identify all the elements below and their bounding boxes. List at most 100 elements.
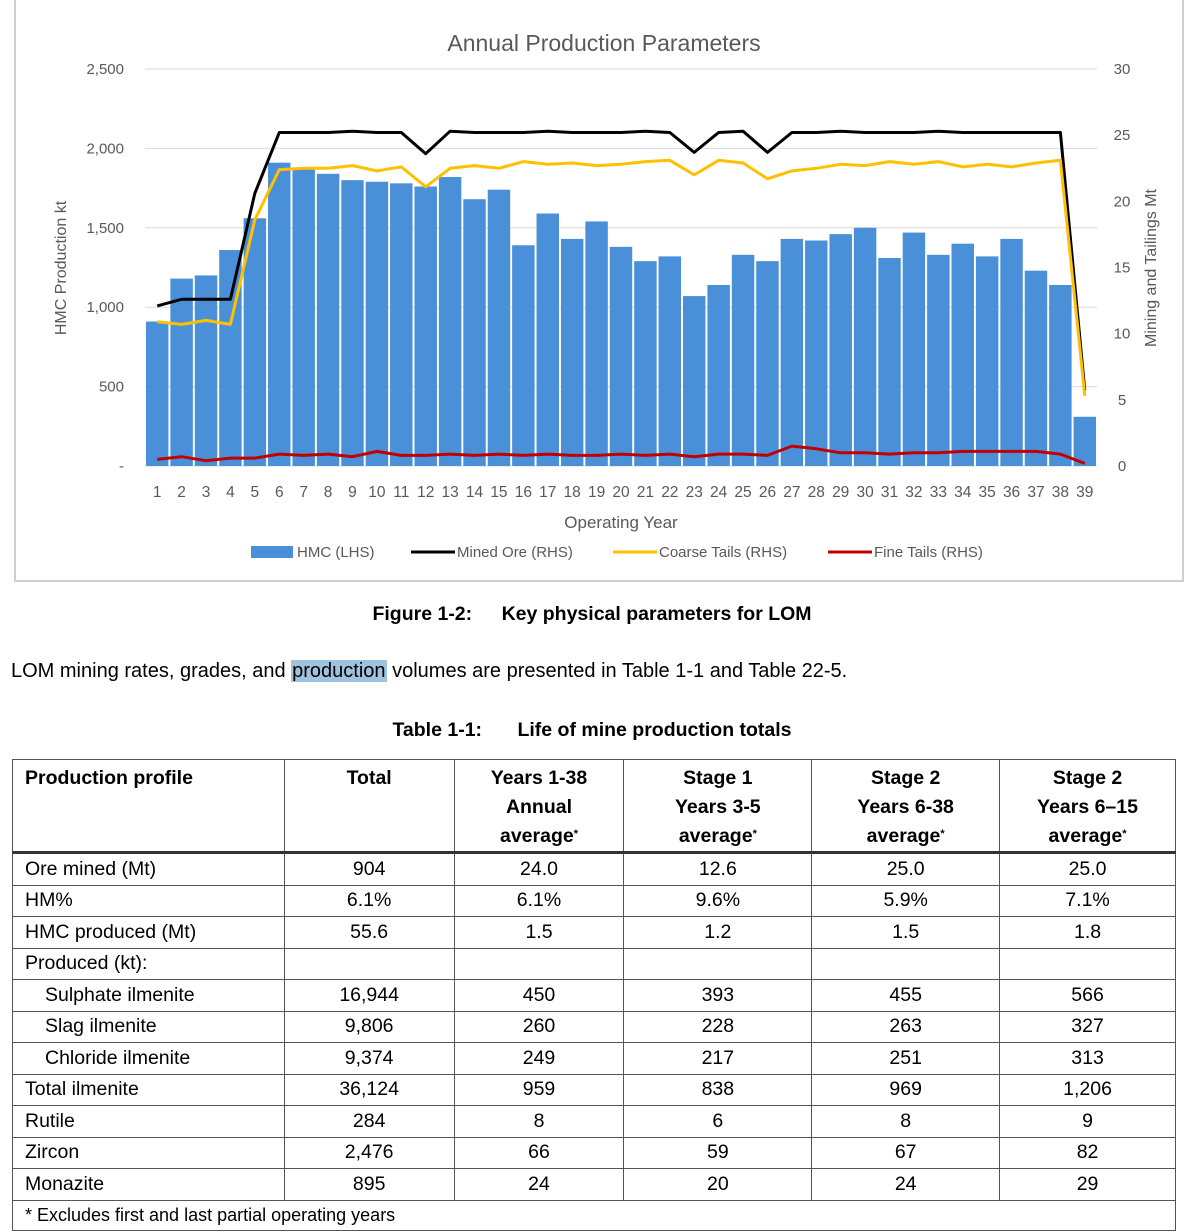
x-tick-label: 33 (930, 484, 947, 501)
annual-production-chart: Annual Production Parameters - 500 1,000 1,5… (53, 30, 1160, 561)
table-cell: 959 (453, 1073, 625, 1106)
table-row: HM% 6.1% 6.1% 9.6% 5.9% 7.1% (12, 884, 1176, 917)
hmc-bar (536, 213, 559, 466)
table-header-row: Production profile Total Years 1-38 Annual a… (12, 759, 1176, 853)
left-tick-label: 500 (99, 379, 124, 396)
table-cell: 6 (623, 1105, 813, 1138)
x-tick-label: 6 (275, 484, 284, 501)
table-cell: 20 (623, 1168, 813, 1201)
row-label: HM% (12, 884, 285, 917)
table-cell: 260 (453, 1010, 625, 1043)
x-tick-label: 2 (177, 484, 186, 501)
header-line: average (499, 825, 574, 847)
table-cell: 25.0 (811, 852, 1001, 886)
x-tick-label: 1 (153, 484, 162, 501)
hmc-bar (902, 232, 926, 466)
x-tick-label: 24 (710, 484, 728, 501)
hmc-bar (316, 173, 340, 467)
hmc-bar (560, 238, 584, 466)
x-tick-label: 31 (881, 484, 898, 501)
table-cell: 7.1% (999, 884, 1176, 917)
legend-label: Mined Ore (RHS) (457, 544, 573, 561)
x-tick-label: 14 (466, 484, 484, 501)
table-cell: 6.1% (453, 884, 625, 917)
paragraph-text-before: LOM mining rates, grades, and (11, 660, 292, 682)
table-cell: 24.0 (453, 852, 625, 886)
table-cell: 5.9% (811, 884, 1001, 917)
footnote-marker: * (940, 828, 945, 840)
table-row: Sulphate ilmenite 16,944 450 393 455 566 (12, 979, 1176, 1012)
hmc-bar (341, 180, 364, 466)
table-cell: 969 (811, 1073, 1001, 1106)
hmc-bar (951, 243, 974, 466)
row-label: Chloride ilmenite (12, 1042, 285, 1075)
table-cell: 313 (999, 1042, 1176, 1075)
fine-tails-line (157, 444, 1086, 465)
x-tick-label: 38 (1052, 484, 1069, 501)
body-paragraph: LOM mining rates, grades, and production… (11, 660, 847, 683)
x-tick-label: 28 (808, 484, 825, 501)
hmc-bar (878, 257, 901, 466)
table-cell: 1.5 (453, 916, 625, 949)
x-tick-label: 19 (588, 484, 605, 501)
y-axis-left-label: HMC Production kt (53, 200, 70, 335)
hmc-bar (1000, 238, 1023, 466)
table-cell: 1.2 (623, 916, 813, 949)
x-tick-label: 39 (1076, 484, 1093, 501)
y-axis-right-label: Mining and Tailings Mt (1143, 188, 1160, 347)
header-line: Stage 1 (683, 767, 753, 789)
coarse-tails-line (157, 158, 1087, 397)
table-cell: 12.6 (623, 852, 813, 886)
hmc-bar (707, 284, 730, 466)
hmc-bar (292, 169, 315, 466)
table-row: Chloride ilmenite 9,374 249 217 251 313 (12, 1042, 1176, 1075)
table-cell: 450 (453, 979, 625, 1012)
column-header: Production profile (12, 759, 285, 853)
column-header: Stage 1 Years 3-5 average* (623, 759, 813, 853)
table-cell: 82 (999, 1136, 1176, 1169)
table-cell: 16,944 (283, 979, 455, 1012)
table-cell (999, 947, 1176, 980)
x-tick-label: 27 (783, 484, 800, 501)
table-caption: Table 1-1: Life of mine production total… (0, 719, 1184, 742)
row-label: HMC produced (Mt) (12, 916, 285, 949)
right-tick-label: 30 (1114, 61, 1131, 78)
table-cell (811, 947, 1001, 980)
table-cell: 59 (623, 1136, 813, 1169)
table-cell: 217 (623, 1042, 813, 1075)
table-cell: 1,206 (999, 1073, 1176, 1106)
hmc-bar (683, 296, 706, 466)
table-footnote-row: * Excludes first and last partial operat… (12, 1199, 1176, 1231)
table-cell: 8 (811, 1105, 1001, 1138)
hmc-bar (487, 189, 511, 467)
x-tick-label: 3 (202, 484, 211, 501)
chart-frame: Annual Production Parameters - 500 1,000 1,5… (14, 0, 1184, 582)
table-cell: 263 (811, 1010, 1001, 1043)
table-cell: 55.6 (283, 916, 455, 949)
table-cell (283, 947, 455, 980)
hmc-bar (414, 186, 437, 466)
table-cell: 455 (811, 979, 1001, 1012)
x-tick-label: 35 (979, 484, 996, 501)
table-cell: 393 (623, 979, 813, 1012)
hmc-bar (658, 256, 682, 466)
figure-title: Key physical parameters for LOM (501, 603, 812, 625)
table-cell: 904 (283, 852, 455, 886)
hmc-bar (634, 261, 657, 466)
hmc-bar (1049, 284, 1072, 466)
hmc-bar (170, 278, 193, 466)
x-tick-label: 8 (324, 484, 333, 501)
table-cell: 895 (283, 1168, 455, 1201)
hmc-bar (609, 246, 633, 466)
table-cell: 327 (999, 1010, 1176, 1043)
row-label: Rutile (12, 1105, 285, 1138)
x-tick-label: 30 (856, 484, 874, 501)
row-label: Total ilmenite (12, 1073, 285, 1106)
production-table: Production profile Total Years 1-38 Annual a… (12, 759, 1176, 1231)
header-line: Stage 2 (870, 767, 941, 789)
column-header: Stage 2 Years 6–15 average* (999, 759, 1176, 853)
table-body: Ore mined (Mt) 904 24.0 12.6 25.0 25.0 HM% 6.1%… (12, 852, 1176, 1231)
hmc-bar (512, 245, 535, 466)
x-tick-label: 5 (251, 484, 260, 501)
legend-label: Coarse Tails (RHS) (659, 544, 787, 561)
